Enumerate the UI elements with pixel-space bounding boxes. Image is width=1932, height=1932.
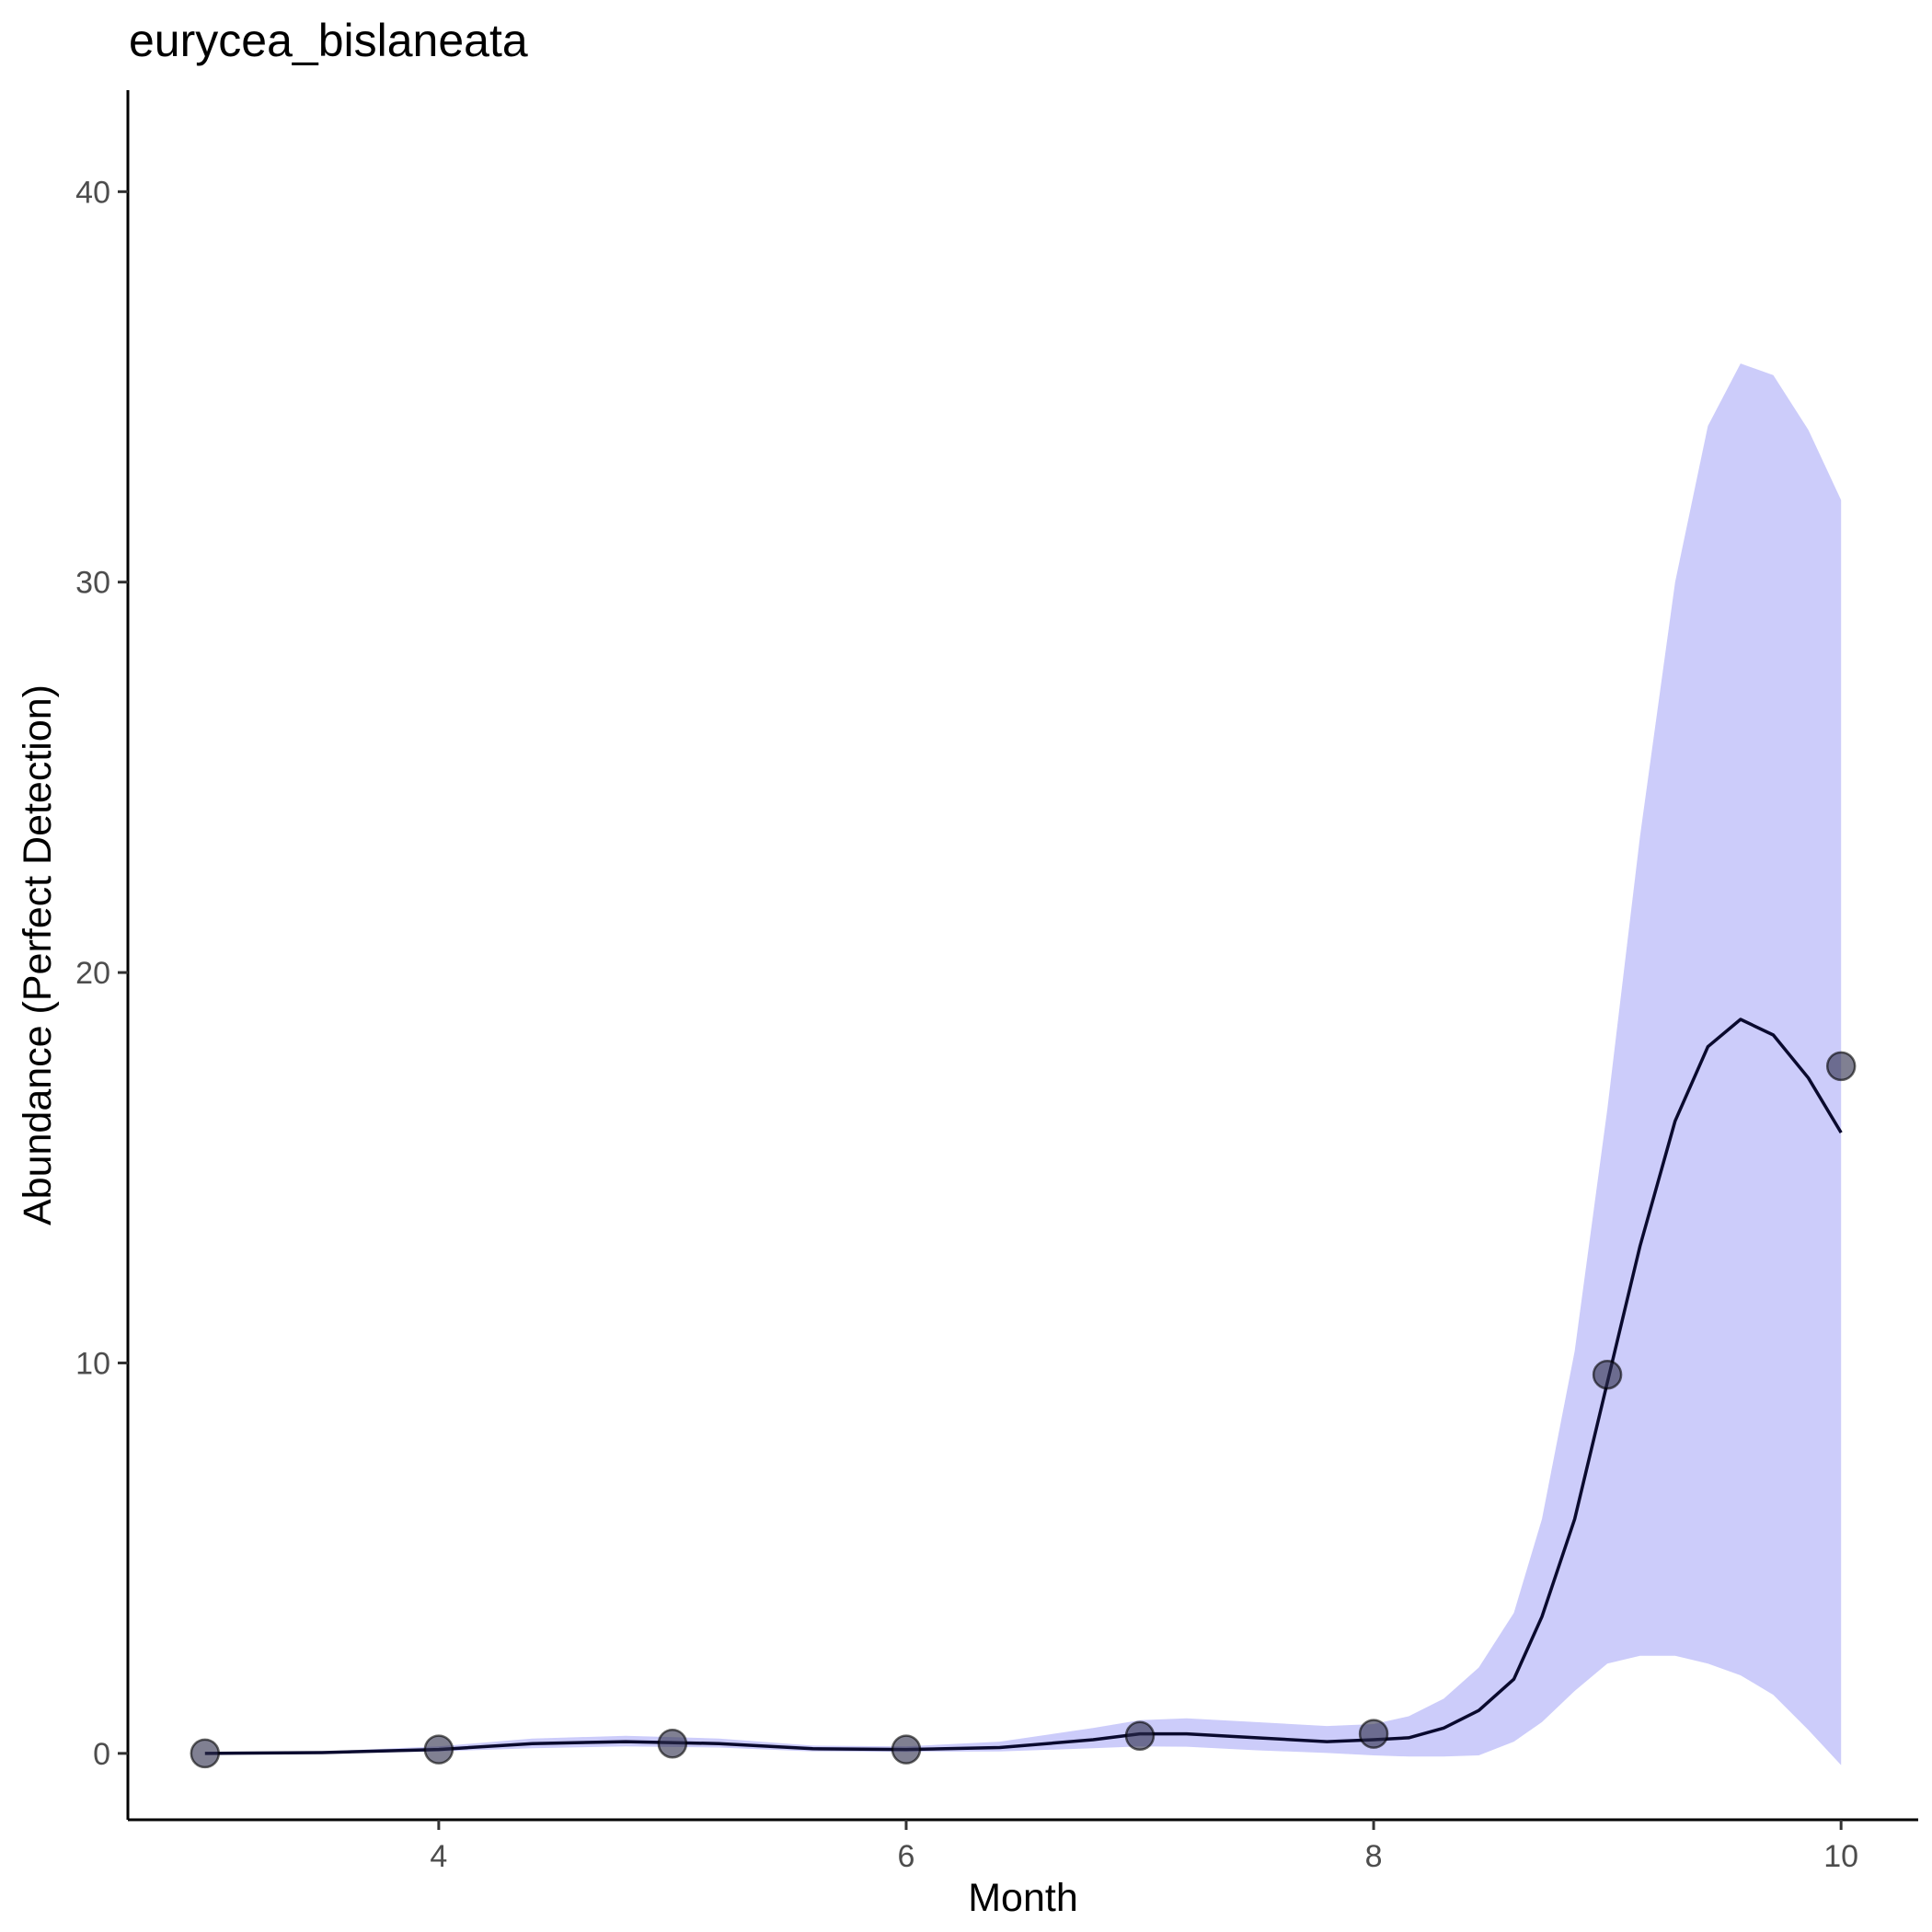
interval-band — [204, 363, 1842, 1765]
data-point — [1592, 1359, 1623, 1390]
x-axis-title: Month — [968, 1876, 1078, 1920]
y-tick-label: 30 — [75, 566, 110, 601]
x-tick-label: 4 — [430, 1839, 447, 1874]
y-tick-label: 40 — [75, 175, 110, 210]
data-point — [1124, 1720, 1156, 1752]
x-tick-label: 10 — [1823, 1839, 1858, 1874]
y-axis: 0 10 20 30 40 — [75, 175, 128, 1772]
data-point — [891, 1734, 922, 1765]
x-tick-label: 8 — [1365, 1839, 1383, 1874]
y-tick-label: 0 — [93, 1737, 110, 1772]
data-point — [1358, 1719, 1389, 1749]
data-point — [1825, 1051, 1857, 1082]
x-axis: 4 6 8 10 — [430, 1820, 1858, 1874]
data-point — [657, 1728, 688, 1759]
y-tick-label: 20 — [75, 956, 110, 991]
data-point — [190, 1738, 221, 1769]
data-point — [423, 1734, 454, 1765]
y-axis-title: Abundance (Perfect Detection) — [16, 684, 60, 1225]
chart-title: eurycea_bislaneata — [129, 15, 528, 66]
y-tick-label: 10 — [75, 1346, 110, 1381]
x-tick-label: 6 — [898, 1839, 915, 1874]
plot-area — [190, 363, 1857, 1769]
